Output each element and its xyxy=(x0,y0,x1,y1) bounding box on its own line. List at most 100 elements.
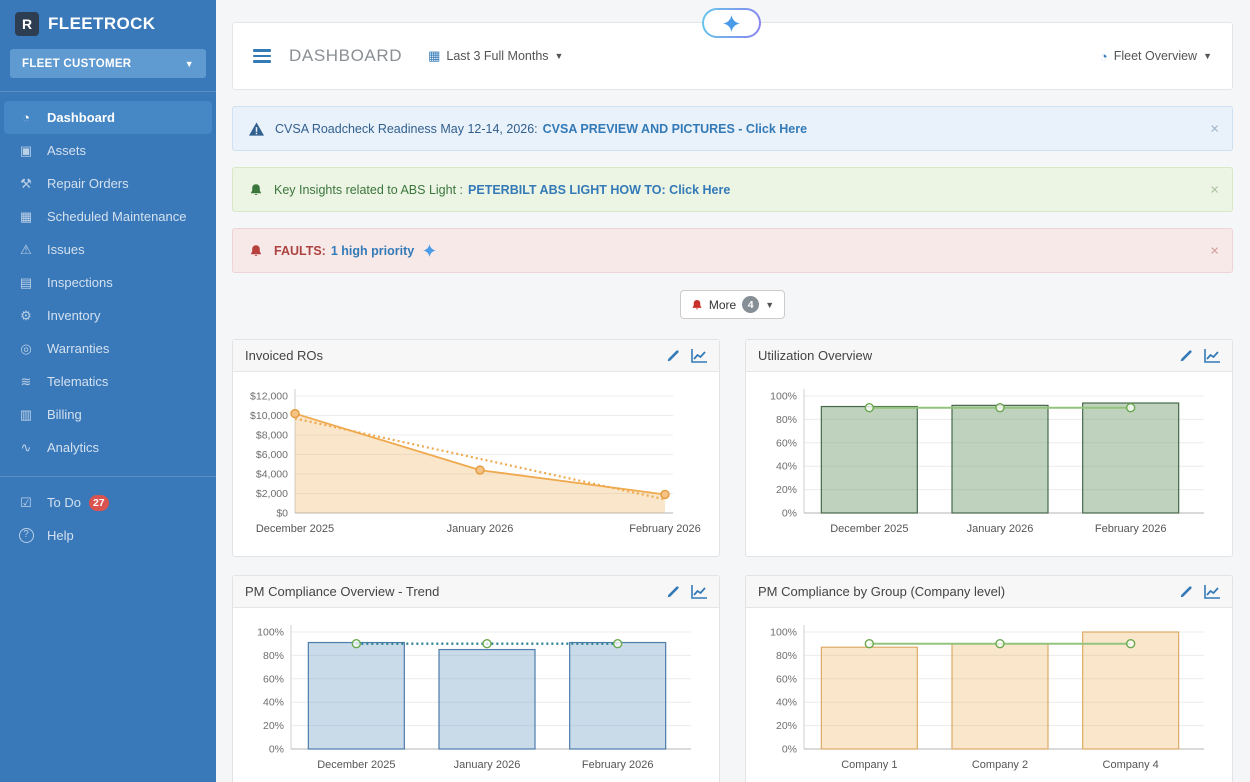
key-insights-banner: Key Insights related to ABS Light : PETE… xyxy=(232,167,1233,212)
bell-icon xyxy=(249,183,263,197)
svg-text:Company 2: Company 2 xyxy=(972,759,1028,771)
close-icon[interactable]: × xyxy=(1210,182,1219,197)
svg-text:December 2025: December 2025 xyxy=(256,523,334,535)
warning-triangle-icon xyxy=(249,122,264,136)
chart-type-icon[interactable] xyxy=(691,349,707,363)
sidebar-item-issues[interactable]: Issues xyxy=(4,233,212,266)
cogs-icon xyxy=(16,308,36,324)
period-label: Last 3 Full Months xyxy=(446,49,548,63)
sidebar-item-label: Help xyxy=(47,528,74,543)
edit-icon[interactable] xyxy=(667,349,680,362)
svg-text:60%: 60% xyxy=(263,673,284,685)
edit-icon[interactable] xyxy=(1180,585,1193,598)
sidebar-item-warranties[interactable]: Warranties xyxy=(4,332,212,365)
pm-compliance-trend-card: PM Compliance Overview - Trend 0%20%40%6… xyxy=(232,575,720,782)
sparkle-icon[interactable] xyxy=(423,244,436,257)
wrench-icon xyxy=(16,176,36,192)
svg-text:January 2026: January 2026 xyxy=(454,759,521,771)
ai-assistant-button-inner xyxy=(704,10,759,36)
period-dropdown[interactable]: ▦ Last 3 Full Months ▼ xyxy=(428,48,563,64)
card-title: PM Compliance Overview - Trend xyxy=(245,584,439,599)
sidebar-item-inventory[interactable]: Inventory xyxy=(4,299,212,332)
svg-text:$0: $0 xyxy=(276,508,288,520)
document-icon xyxy=(16,407,36,423)
fleet-overview-label: Fleet Overview xyxy=(1114,49,1197,63)
svg-text:December 2025: December 2025 xyxy=(317,759,395,771)
svg-text:40%: 40% xyxy=(776,697,797,709)
faults-banner: FAULTS: 1 high priority × xyxy=(232,228,1233,273)
sidebar-item-label: Telematics xyxy=(47,374,108,389)
sidebar-item-analytics[interactable]: Analytics xyxy=(4,431,212,464)
chevron-down-icon: ▼ xyxy=(765,300,774,310)
gauge-icon: ◔ xyxy=(1100,49,1108,64)
sidebar-item-dashboard[interactable]: Dashboard xyxy=(4,101,212,134)
high-priority-faults-link[interactable]: 1 high priority xyxy=(331,244,414,258)
svg-text:February 2026: February 2026 xyxy=(1095,523,1167,535)
menu-toggle-icon[interactable] xyxy=(253,46,271,66)
sidebar-item-todo[interactable]: To Do 27 xyxy=(4,486,212,519)
svg-text:0%: 0% xyxy=(782,508,797,520)
calendar-icon: ▦ xyxy=(428,48,440,64)
invoiced-ros-card: Invoiced ROs $0$2,000$4,000$6,000$8,000$… xyxy=(232,339,720,557)
card-body: $0$2,000$4,000$6,000$8,000$10,000$12,000… xyxy=(233,372,719,556)
truck-icon xyxy=(16,143,36,159)
sidebar-item-label: Analytics xyxy=(47,440,99,455)
svg-text:20%: 20% xyxy=(263,720,284,732)
edit-icon[interactable] xyxy=(1180,349,1193,362)
fleet-overview-dropdown[interactable]: ◔ Fleet Overview ▼ xyxy=(1100,49,1212,64)
sidebar: R FLEETROCK FLEET CUSTOMER ▼ Dashboard A… xyxy=(0,0,216,782)
banner-text: Key Insights related to ABS Light : xyxy=(274,183,463,197)
sidebar-item-assets[interactable]: Assets xyxy=(4,134,212,167)
more-row: More 4 ▼ xyxy=(232,290,1233,319)
brand: R FLEETROCK xyxy=(0,0,216,46)
svg-text:$4,000: $4,000 xyxy=(256,469,288,481)
svg-text:60%: 60% xyxy=(776,673,797,685)
chart-type-icon[interactable] xyxy=(1204,585,1220,599)
svg-text:20%: 20% xyxy=(776,484,797,496)
close-icon[interactable]: × xyxy=(1210,121,1219,136)
chart-type-icon[interactable] xyxy=(691,585,707,599)
sidebar-item-repair-orders[interactable]: Repair Orders xyxy=(4,167,212,200)
svg-text:60%: 60% xyxy=(776,437,797,449)
sidebar-item-telematics[interactable]: Telematics xyxy=(4,365,212,398)
close-icon[interactable]: × xyxy=(1210,243,1219,258)
card-header: Utilization Overview xyxy=(746,340,1232,372)
sidebar-item-label: Inventory xyxy=(47,308,100,323)
cvsa-alert-banner: CVSA Roadcheck Readiness May 12-14, 2026… xyxy=(232,106,1233,151)
chevron-down-icon: ▼ xyxy=(1203,51,1212,61)
sidebar-item-label: Inspections xyxy=(47,275,113,290)
card-header: Invoiced ROs xyxy=(233,340,719,372)
card-title: Invoiced ROs xyxy=(245,348,323,363)
fleet-customer-dropdown[interactable]: FLEET CUSTOMER ▼ xyxy=(10,49,206,78)
pm-compliance-by-group-chart: 0%20%40%60%80%100%Company 1Company 2Comp… xyxy=(758,618,1222,780)
chart-type-icon[interactable] xyxy=(1204,349,1220,363)
svg-text:Company 4: Company 4 xyxy=(1103,759,1159,771)
svg-text:$6,000: $6,000 xyxy=(256,449,288,461)
page-title: DASHBOARD xyxy=(289,46,402,66)
sidebar-item-inspections[interactable]: Inspections xyxy=(4,266,212,299)
svg-text:February 2026: February 2026 xyxy=(629,523,701,535)
utilization-overview-card: Utilization Overview 0%20%40%60%80%100%D… xyxy=(745,339,1233,557)
tasks-icon xyxy=(16,495,36,511)
card-body: 0%20%40%60%80%100%December 2025January 2… xyxy=(233,608,719,782)
svg-text:40%: 40% xyxy=(263,697,284,709)
question-icon xyxy=(16,528,36,543)
pm-compliance-by-group-card: PM Compliance by Group (Company level) 0… xyxy=(745,575,1233,782)
sidebar-item-label: Issues xyxy=(47,242,85,257)
cvsa-preview-link[interactable]: CVSA PREVIEW AND PICTURES - Click Here xyxy=(543,122,807,136)
ai-assistant-button[interactable] xyxy=(702,8,761,38)
svg-text:$8,000: $8,000 xyxy=(256,430,288,442)
svg-text:$12,000: $12,000 xyxy=(250,391,288,403)
edit-icon[interactable] xyxy=(667,585,680,598)
sidebar-divider xyxy=(0,476,216,477)
abs-light-link[interactable]: PETERBILT ABS LIGHT HOW TO: Click Here xyxy=(468,183,730,197)
sidebar-item-scheduled-maintenance[interactable]: Scheduled Maintenance xyxy=(4,200,212,233)
more-alerts-button[interactable]: More 4 ▼ xyxy=(680,290,785,319)
sidebar-item-help[interactable]: Help xyxy=(4,519,212,552)
sparkle-icon xyxy=(723,15,740,32)
sidebar-item-billing[interactable]: Billing xyxy=(4,398,212,431)
svg-text:100%: 100% xyxy=(770,391,797,403)
fleet-customer-label: FLEET CUSTOMER xyxy=(22,58,131,70)
warning-icon xyxy=(16,242,36,258)
sidebar-item-label: Dashboard xyxy=(47,110,115,125)
